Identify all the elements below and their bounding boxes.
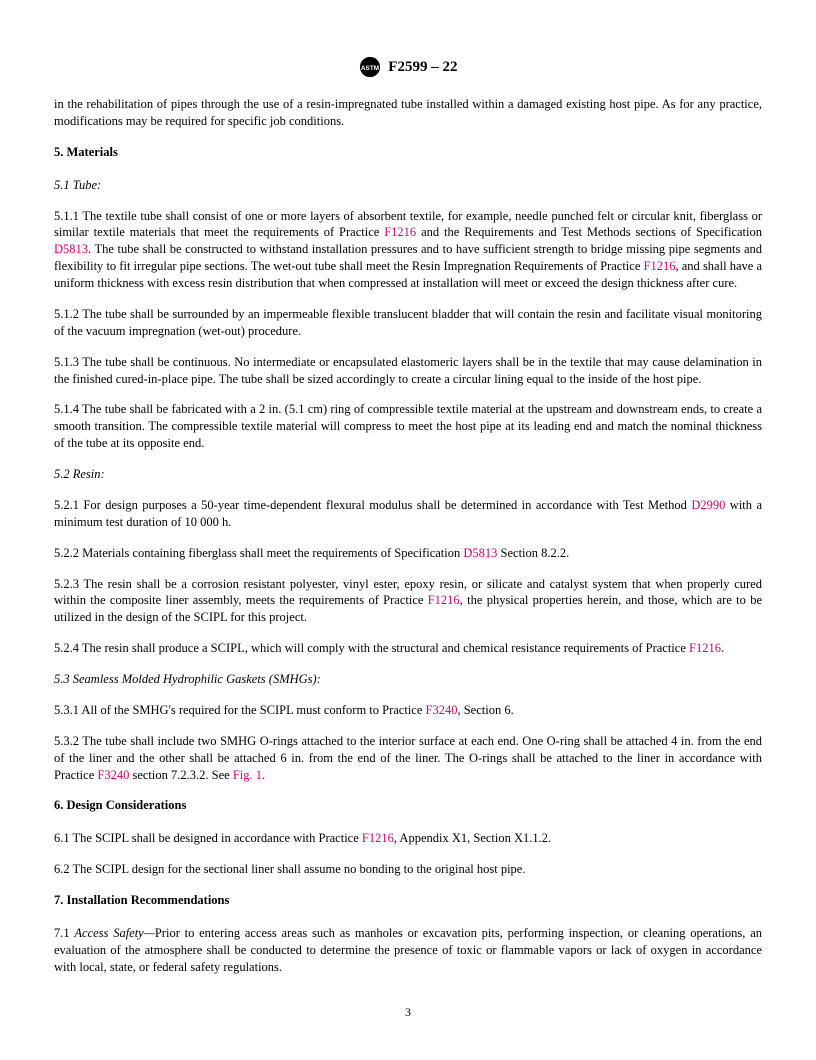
section-6-heading: 6. Design Considerations	[54, 797, 762, 814]
section-5-3-heading: 5.3 Seamless Molded Hydrophilic Gaskets …	[54, 671, 762, 688]
text-fragment: 5.2.4 The resin shall produce a SCIPL, w…	[54, 641, 689, 655]
paragraph-5-2-4: 5.2.4 The resin shall produce a SCIPL, w…	[54, 640, 762, 657]
designation-text: F2599 – 22	[388, 59, 457, 75]
paragraph-6-1: 6.1 The SCIPL shall be designed in accor…	[54, 830, 762, 847]
ref-d5813[interactable]: D5813	[463, 546, 497, 560]
section-5-1-heading: 5.1 Tube:	[54, 177, 762, 194]
paragraph-5-1-3: 5.1.3 The tube shall be continuous. No i…	[54, 354, 762, 388]
paragraph-5-2-2: 5.2.2 Materials containing fiberglass sh…	[54, 545, 762, 562]
text-fragment: , Appendix X1, Section X1.1.2.	[394, 831, 551, 845]
paragraph-5-3-1: 5.3.1 All of the SMHG's required for the…	[54, 702, 762, 719]
paragraph-5-2-3: 5.2.3 The resin shall be a corrosion res…	[54, 576, 762, 627]
ref-f3240[interactable]: F3240	[97, 768, 129, 782]
text-fragment: Prior to entering access areas such as m…	[54, 926, 762, 974]
ref-f3240[interactable]: F3240	[426, 703, 458, 717]
text-fragment: .	[721, 641, 724, 655]
page-number: 3	[54, 1004, 762, 1020]
paragraph-6-2: 6.2 The SCIPL design for the sectional l…	[54, 861, 762, 878]
section-7-heading: 7. Installation Recommendations	[54, 892, 762, 909]
sub-heading-text: 5.3 Seamless Molded Hydrophilic Gaskets …	[54, 672, 321, 686]
page-header: ASTM F2599 – 22	[54, 56, 762, 78]
section-5-2-heading: 5.2 Resin:	[54, 466, 762, 483]
sub-heading-text: 5.1 Tube:	[54, 178, 101, 192]
intro-paragraph: in the rehabilitation of pipes through t…	[54, 96, 762, 130]
term-access-safety: Access Safety—	[74, 926, 154, 940]
paragraph-5-1-2: 5.1.2 The tube shall be surrounded by an…	[54, 306, 762, 340]
paragraph-5-3-2: 5.3.2 The tube shall include two SMHG O-…	[54, 733, 762, 784]
ref-d5813[interactable]: D5813	[54, 242, 88, 256]
text-fragment: 5.2.2 Materials containing fiberglass sh…	[54, 546, 463, 560]
text-fragment: 7.1	[54, 926, 74, 940]
astm-logo: ASTM	[359, 56, 381, 78]
text-fragment: Section 8.2.2.	[497, 546, 569, 560]
text-fragment: and the Requirements and Test Methods se…	[416, 225, 762, 239]
ref-f1216[interactable]: F1216	[362, 831, 394, 845]
text-fragment: , Section 6.	[457, 703, 513, 717]
text-fragment: section 7.2.3.2. See	[129, 768, 232, 782]
ref-fig-1[interactable]: Fig. 1	[233, 768, 262, 782]
ref-f1216[interactable]: F1216	[689, 641, 721, 655]
svg-text:ASTM: ASTM	[360, 65, 378, 72]
ref-f1216[interactable]: F1216	[644, 259, 676, 273]
text-fragment: 5.3.1 All of the SMHG's required for the…	[54, 703, 426, 717]
paragraph-5-1-1: 5.1.1 The textile tube shall consist of …	[54, 208, 762, 292]
text-fragment: .	[262, 768, 265, 782]
ref-f1216[interactable]: F1216	[384, 225, 416, 239]
sub-heading-text: 5.2 Resin:	[54, 467, 105, 481]
paragraph-5-1-4: 5.1.4 The tube shall be fabricated with …	[54, 401, 762, 452]
ref-d2990[interactable]: D2990	[691, 498, 725, 512]
text-fragment: 5.2.1 For design purposes a 50-year time…	[54, 498, 691, 512]
paragraph-5-2-1: 5.2.1 For design purposes a 50-year time…	[54, 497, 762, 531]
ref-f1216[interactable]: F1216	[428, 593, 460, 607]
paragraph-7-1: 7.1 Access Safety—Prior to entering acce…	[54, 925, 762, 976]
section-5-heading: 5. Materials	[54, 144, 762, 161]
text-fragment: 6.1 The SCIPL shall be designed in accor…	[54, 831, 362, 845]
